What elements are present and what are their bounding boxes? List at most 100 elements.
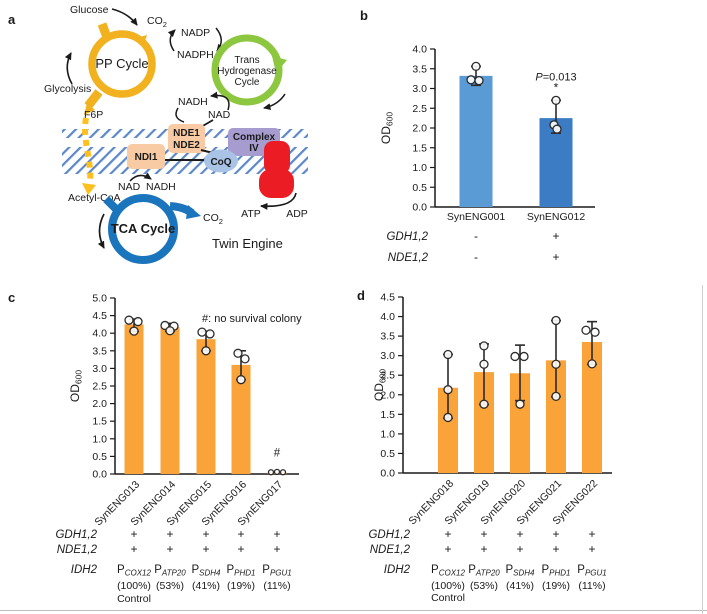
data-point (466, 75, 476, 85)
genotype-symbol: + (273, 527, 280, 541)
control-label: Control (117, 593, 151, 605)
y-tick-label: 0.5 (380, 448, 395, 460)
panel-c: 0.0 0.5 1.0 1.5 2.0 2.5 3.0 3.5 4.0 4.5 5.0 OD600 Sy… (0, 285, 350, 614)
data-point (581, 325, 591, 335)
promoter-name: PCOX12 (117, 564, 151, 578)
co2-label: CO2 (147, 15, 167, 29)
genotype-symbol: + (130, 542, 137, 556)
genotype-symbol: + (588, 542, 595, 556)
data-point (165, 326, 175, 336)
pp-cycle-label: PP Cycle (95, 56, 148, 71)
data-point (479, 359, 489, 369)
genotype-row-label: GDH1,2 (386, 231, 428, 243)
bar (438, 387, 458, 473)
nadph-label: NADPH (177, 49, 214, 61)
bar (474, 372, 494, 473)
data-point (471, 61, 481, 72)
glucose-inflow-arm (97, 22, 113, 42)
promoter-name: PATP20 (154, 564, 186, 578)
promoter-name: PATP20 (468, 564, 500, 578)
y-tick-label: 4.0 (412, 44, 427, 56)
ndi1-label: NDI1 (135, 152, 158, 163)
data-point (273, 468, 281, 476)
genotype-symbol: + (237, 542, 244, 556)
panel-b: 0.0 0.5 1.0 1.5 2.0 2.5 3.0 3.5 4.0 OD600 SynENG00… (350, 0, 707, 285)
promoter-strength: (41%) (506, 580, 534, 592)
y-tick-label: 3.5 (380, 331, 395, 343)
panel-b-label: b (360, 8, 368, 23)
genotype-symbol: + (237, 527, 244, 541)
promoter-row-label: IDH2 (384, 564, 411, 576)
genotype-row-label: NDE1,2 (370, 544, 411, 556)
trans-cycle-label-3: Cycle (234, 77, 259, 88)
bar (231, 364, 251, 474)
twin-engine-label: Twin Engine (212, 236, 283, 251)
genotype-symbol: + (130, 527, 137, 541)
genotype-symbol: + (166, 527, 173, 541)
promoter-name: PPGU1 (577, 564, 606, 578)
bar (546, 360, 566, 473)
genotype-symbol: + (166, 542, 173, 556)
pp-turn-arrow-icon (64, 52, 73, 85)
significance-star: * (554, 80, 559, 94)
genotype-symbol: + (588, 527, 595, 541)
nadh-upper-label: NADH (178, 96, 208, 108)
data-point (201, 346, 211, 356)
y-tick-label: 1.5 (412, 142, 427, 154)
f6p-label: F6P (84, 109, 103, 121)
y-tick-label: 3.0 (92, 363, 107, 375)
data-point (443, 349, 453, 360)
genotype-symbol: + (444, 527, 451, 541)
no-colony-note: #: no survival colony (202, 313, 302, 325)
genotype-symbol: + (480, 542, 487, 556)
data-point (279, 469, 287, 476)
panel-d-label: d (357, 288, 365, 303)
trans-cycle-label-1: Trans (234, 55, 259, 66)
data-point (443, 412, 453, 423)
chart-d: 0.00.51.01.52.02.53.03.54.04.5OD600SynEN… (368, 292, 612, 604)
x-category-label: SynENG001 (447, 211, 506, 223)
coq-label: CoQ (210, 157, 231, 168)
data-point (240, 354, 250, 364)
glucose-arrow-icon (111, 8, 138, 26)
promoter-name: PSDH4 (505, 564, 535, 578)
promoter-name: PPHD1 (541, 564, 570, 578)
y-tick-label: 3.5 (412, 63, 427, 75)
y-tick-label: 2.0 (380, 389, 395, 401)
promoter-strength: (11%) (263, 580, 290, 592)
genotype-symbol: - (474, 229, 478, 243)
y-tick-label: 0.5 (92, 451, 107, 463)
atp-synthase-base (259, 169, 294, 198)
bar (582, 341, 602, 473)
promoter-strength: (53%) (470, 580, 498, 592)
y-tick-label: 2.5 (412, 103, 427, 115)
data-point (197, 327, 207, 337)
genotype-symbol: + (552, 229, 559, 243)
pp-ring-arrowhead-icon (136, 35, 147, 47)
y-tick-label: 1.0 (380, 428, 395, 440)
f6p-outflow-arm (84, 89, 103, 109)
trans-ring-arrowhead-icon (272, 56, 287, 73)
y-tick-label: 1.0 (92, 433, 107, 445)
data-point (236, 375, 246, 385)
y-tick-label: 1.5 (92, 416, 107, 428)
genotype-symbol: + (202, 527, 209, 541)
bar (459, 75, 493, 207)
complex-iv-label-2: IV (249, 143, 259, 154)
y-tick-label: 0.0 (380, 468, 395, 480)
data-point (551, 315, 561, 326)
promoter-row-label: IDH2 (71, 564, 98, 576)
data-point (443, 385, 453, 395)
panel-d: 0.0 0.5 1.0 1.5 2.0 2.5 3.0 3.5 4.0 4.5 OD600 SynEN… (350, 285, 707, 614)
adp-to-atp-arrow-icon (260, 192, 297, 210)
panel-c-label: c (8, 290, 16, 305)
genotype-symbol: + (444, 542, 451, 556)
genotype-row-label: NDE1,2 (57, 544, 98, 556)
data-point (479, 399, 489, 409)
nad-upper-label: NAD (208, 109, 231, 121)
y-tick-label: 4.0 (380, 311, 395, 323)
promoter-name: PCOX12 (431, 564, 465, 578)
data-point (551, 359, 561, 369)
nde-box (168, 124, 205, 153)
